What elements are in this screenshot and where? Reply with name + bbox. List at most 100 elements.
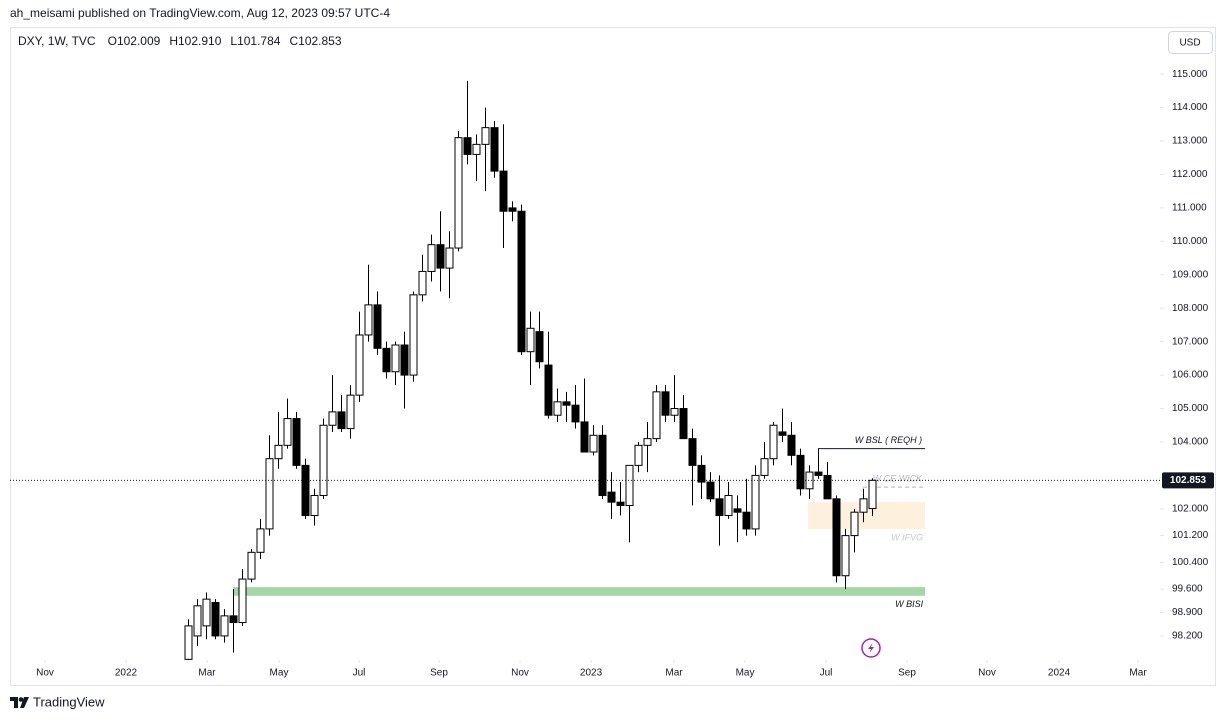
candle-body <box>544 364 553 416</box>
ohlc-prefix: C <box>289 34 298 48</box>
last-price-box <box>1162 472 1214 489</box>
candle-body <box>643 438 652 446</box>
zone-label: W IFVG <box>891 532 923 542</box>
candle-body <box>688 438 697 466</box>
candle-body <box>508 207 517 212</box>
candle-body <box>778 431 787 436</box>
candle-body <box>769 424 778 460</box>
candle-body <box>409 294 418 376</box>
x-tick-label: 2024 <box>1048 668 1071 679</box>
candle-body <box>436 244 445 269</box>
y-tick-label: 105.000 <box>1172 403 1209 414</box>
candle-body <box>859 498 868 513</box>
candle-body <box>391 344 400 373</box>
candle-body <box>652 391 661 440</box>
candle-body <box>202 598 211 627</box>
x-tick-label: Mar <box>1129 668 1147 679</box>
candle-body <box>526 327 535 353</box>
candle-body <box>184 625 193 660</box>
candle-body <box>238 578 247 624</box>
candle-body <box>445 247 454 269</box>
x-tick-label: Mar <box>665 668 683 679</box>
candle-body <box>319 424 328 496</box>
candle-body <box>283 418 292 446</box>
candle-body <box>751 474 760 530</box>
candle-body <box>724 494 733 517</box>
ohlc-value: 102.910 <box>178 34 222 48</box>
candle-body <box>625 464 634 507</box>
candle-body <box>517 210 526 353</box>
candle-body <box>265 458 274 530</box>
candle-body <box>697 464 706 483</box>
candle-body <box>337 411 346 430</box>
candle-body <box>661 391 670 416</box>
candle-body <box>742 511 751 530</box>
plot-area: W BISI W IFVG W BSL ( REQH ) W CE WICK <box>10 80 1160 660</box>
candle-body <box>211 601 220 637</box>
ohlc-value: 102.009 <box>117 34 161 48</box>
y-tick-label: 102.000 <box>1172 503 1209 514</box>
y-tick-label: 98.200 <box>1172 631 1203 642</box>
candle-body <box>193 605 202 637</box>
y-tick-label: 99.600 <box>1172 584 1203 595</box>
level-label: W CE WICK <box>873 473 923 483</box>
y-tick-label: 112.000 <box>1172 169 1208 180</box>
chart-frame <box>10 27 1216 686</box>
candle-body <box>373 304 382 349</box>
ohlc-prefix: O <box>108 34 117 48</box>
y-tick-label: 114.000 <box>1172 102 1208 113</box>
candle-body <box>346 394 355 430</box>
candle-body <box>760 458 769 476</box>
y-tick-label: 108.000 <box>1172 303 1209 314</box>
ohlc-value: 102.853 <box>298 34 342 48</box>
candle-body <box>733 508 742 513</box>
zone <box>233 587 926 596</box>
candle-body <box>535 331 544 363</box>
candle-body <box>454 137 463 249</box>
y-tick-label: 104.000 <box>1172 437 1209 448</box>
candle-body <box>310 494 319 517</box>
candle-body <box>382 347 391 373</box>
currency-button[interactable] <box>1168 31 1213 54</box>
x-tick-label: 2023 <box>580 668 603 679</box>
candle-body <box>301 464 310 517</box>
level-label: W BSL ( REQH ) <box>855 435 922 445</box>
candle-body <box>814 471 823 476</box>
y-tick-label: 100.400 <box>1172 557 1209 568</box>
candle-body <box>571 404 580 423</box>
candle-body <box>823 474 832 500</box>
candle-body <box>706 481 715 500</box>
candle-body <box>616 501 625 507</box>
x-tick-label: May <box>270 668 289 679</box>
candle-body <box>553 401 562 416</box>
candle-body <box>787 434 796 456</box>
x-tick-label: Nov <box>511 668 529 679</box>
candle-body <box>472 143 481 155</box>
brand-logo <box>10 697 29 708</box>
candle-body <box>292 418 301 466</box>
brand-name: TradingView <box>33 694 105 709</box>
candle-body <box>274 444 283 460</box>
y-tick-label: 106.000 <box>1172 370 1209 381</box>
candle-body <box>850 511 859 537</box>
candle-body <box>562 401 571 406</box>
x-tick-label: 2022 <box>115 668 138 679</box>
axes: 98.200 98.900 99.600 100.400 101.200 102.000 1… <box>36 69 1214 679</box>
event-icon <box>861 638 881 658</box>
publish-info: ah_meisami published on TradingView.com,… <box>10 6 390 20</box>
y-tick-label: 113.000 <box>1172 136 1208 147</box>
x-tick-label: Mar <box>198 668 216 679</box>
y-tick-label: 109.000 <box>1172 269 1209 280</box>
candle-body <box>598 434 607 496</box>
candle-body <box>364 304 373 336</box>
candle-body <box>796 454 805 490</box>
candle-body <box>400 344 409 376</box>
candle-body <box>256 528 265 553</box>
candle-body <box>247 551 256 580</box>
symbol: DXY, 1W, TVC <box>18 34 96 48</box>
candle-body <box>868 479 877 510</box>
x-tick-label: Jul <box>353 668 366 679</box>
ohlc-value: 101.784 <box>237 34 281 48</box>
